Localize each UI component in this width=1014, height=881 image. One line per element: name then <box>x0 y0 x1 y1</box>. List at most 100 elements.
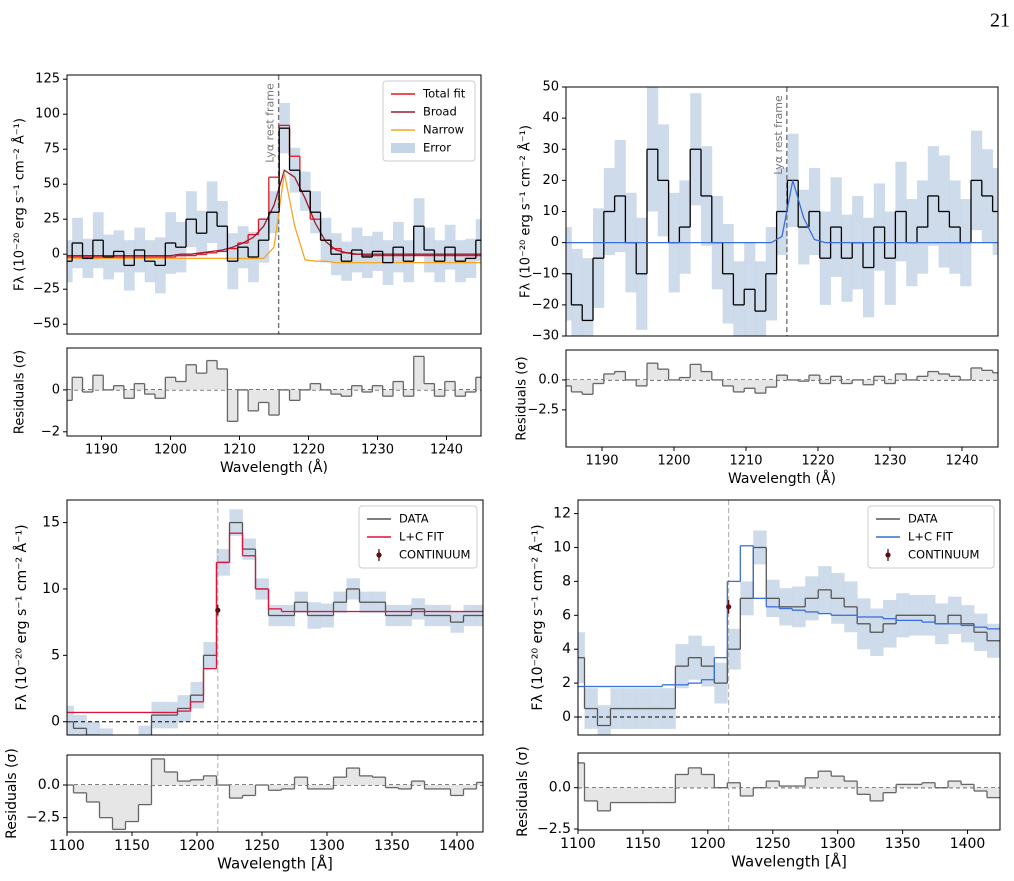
residual-fill <box>437 785 451 789</box>
y-tick-label: 125 <box>35 72 60 87</box>
y-tick-label: 10 <box>553 539 571 555</box>
legend-label: Broad <box>423 105 457 119</box>
y-tick-label: 30 <box>542 142 559 157</box>
residual-fill <box>465 389 477 392</box>
residual-fill <box>779 786 793 788</box>
residual-fill <box>841 379 853 384</box>
error-band <box>597 705 611 735</box>
residual-fill <box>582 379 594 395</box>
residual-fill <box>175 381 187 390</box>
x-tick-label: 1300 <box>820 836 856 852</box>
residual-fill <box>961 784 975 788</box>
y-tick-label: −2.5 <box>26 810 60 826</box>
legend-box <box>867 505 995 569</box>
y-tick-label: 50 <box>43 177 60 192</box>
residual-fill <box>463 785 477 789</box>
residual-fill <box>206 360 218 390</box>
y-tick-label: 2 <box>562 675 571 691</box>
x-tick-label: 1200 <box>657 454 690 469</box>
residual-fill <box>346 768 360 786</box>
error-band <box>755 261 767 336</box>
residual-fill <box>636 787 650 803</box>
residual-fill <box>662 787 676 803</box>
axes-frame <box>577 752 1001 831</box>
y-tick-label: 0 <box>51 714 60 730</box>
y-axis-label: Residuals (σ) <box>4 748 20 839</box>
residual-fill <box>766 781 780 788</box>
error-band <box>138 725 152 735</box>
residual-fill <box>351 385 363 390</box>
plot-area <box>67 355 481 422</box>
residual-fill <box>895 373 907 380</box>
x-tick-label: 1100 <box>560 836 596 852</box>
residual-fill <box>186 364 197 390</box>
residual-fill <box>571 379 583 392</box>
residual-fill <box>675 774 689 788</box>
x-tick-label: 1220 <box>801 454 834 469</box>
residual-fill <box>268 389 280 416</box>
x-tick-label: 1100 <box>49 838 85 854</box>
y-tick-label: 0.0 <box>538 372 559 387</box>
y-axis-label: Fλ (10⁻²⁰ erg s⁻¹ cm⁻² Å⁻¹) <box>518 125 534 298</box>
residual-fill <box>701 371 713 380</box>
residual-fill <box>974 787 988 792</box>
residual-fill <box>690 364 702 380</box>
residual-fill <box>566 379 572 386</box>
residual-fill <box>701 774 715 788</box>
residual-fill <box>688 767 702 788</box>
y-tick-label: 50 <box>542 80 559 95</box>
residual-fill <box>857 787 871 795</box>
y-tick-label: 10 <box>42 581 60 597</box>
x-tick-label: 1230 <box>873 454 906 469</box>
residual-fill <box>372 385 383 390</box>
residual-fill <box>99 785 113 818</box>
residual-fill <box>614 371 626 380</box>
residual-fill <box>610 787 624 803</box>
residual-fill <box>310 383 321 390</box>
axes-frame <box>66 347 482 437</box>
residual-fill <box>196 373 208 390</box>
residual-fill <box>981 370 993 380</box>
residual-fill <box>144 389 156 395</box>
residual-fill <box>863 379 875 385</box>
y-tick-label: 0 <box>52 382 60 397</box>
residual-fill <box>434 389 446 397</box>
residual-fill <box>330 389 342 395</box>
residual-fill <box>896 784 910 788</box>
residual-fill <box>248 389 259 411</box>
legend-swatch <box>885 552 891 558</box>
error-band <box>73 715 87 735</box>
residual-fill <box>597 787 611 811</box>
residual-fill <box>72 377 83 390</box>
residual-fill <box>818 771 832 788</box>
residual-fill <box>476 782 483 786</box>
annotation: Lyα rest frame <box>772 95 785 175</box>
x-axis-label: Wavelength [Å] <box>217 854 333 873</box>
plot-area <box>67 755 483 832</box>
residual-fill <box>475 377 481 390</box>
residual-fill <box>450 785 464 796</box>
x-axis-label: Wavelength (Å) <box>220 459 328 476</box>
residual-fill <box>722 379 734 386</box>
error-band <box>571 248 583 336</box>
legend-label: Narrow <box>423 123 464 137</box>
residual-fill <box>740 787 754 796</box>
x-tick-label: 1200 <box>690 836 726 852</box>
error-band <box>67 705 74 735</box>
residual-fill <box>884 379 896 384</box>
x-tick-label: 1210 <box>223 443 256 458</box>
residual-fill <box>971 367 983 380</box>
residual-fill <box>134 383 145 390</box>
residual-fill <box>844 781 858 788</box>
fit-line <box>566 180 998 244</box>
axes-frame <box>565 349 999 448</box>
page-number: 21 <box>990 10 1010 32</box>
x-tick-label: 1400 <box>950 836 986 852</box>
y-tick-label: 40 <box>542 111 559 126</box>
residual-fill <box>177 781 191 786</box>
axes-frame <box>66 74 482 335</box>
residual-fill <box>229 785 243 799</box>
residual-fill <box>584 787 598 801</box>
residual-fill <box>242 785 256 796</box>
residual-fill <box>649 787 663 803</box>
